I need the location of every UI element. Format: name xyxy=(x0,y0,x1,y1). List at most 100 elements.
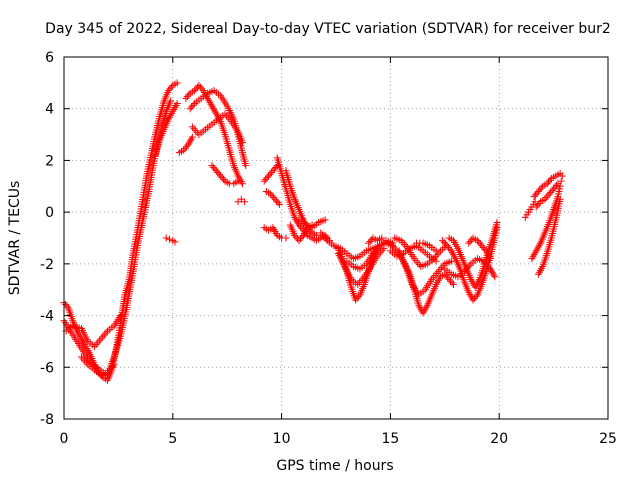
data-point xyxy=(189,101,197,109)
y-tick-label: -2 xyxy=(40,257,54,273)
data-point xyxy=(550,185,558,193)
plot-frame xyxy=(63,56,609,420)
data-point xyxy=(352,296,360,304)
x-axis-label: GPS time / hours xyxy=(276,458,393,474)
data-point xyxy=(217,172,225,180)
data-point xyxy=(295,237,303,245)
data-point xyxy=(546,176,554,184)
data-point xyxy=(321,216,329,224)
data-point xyxy=(195,81,203,89)
data-point xyxy=(269,167,277,175)
data-point xyxy=(354,293,362,301)
data-point xyxy=(214,168,222,176)
data-points xyxy=(60,79,566,384)
data-point xyxy=(491,273,499,281)
data-point xyxy=(471,294,479,302)
data-point xyxy=(534,201,542,209)
data-point xyxy=(542,193,550,201)
data-point xyxy=(211,165,219,173)
data-point xyxy=(220,175,228,183)
data-point xyxy=(481,245,489,253)
data-point xyxy=(61,300,69,308)
data-point xyxy=(465,239,473,247)
data-point xyxy=(296,235,304,243)
y-axis-label: SDTVAR / TECUs xyxy=(7,181,23,296)
data-point xyxy=(218,174,226,182)
y-tick-label: 6 xyxy=(45,50,54,66)
data-point xyxy=(440,238,448,246)
data-point xyxy=(209,163,217,171)
data-point xyxy=(530,193,538,201)
data-point xyxy=(242,162,250,170)
data-point xyxy=(296,223,304,231)
data-point xyxy=(432,257,440,265)
data-point xyxy=(215,170,223,178)
x-tick-label: 20 xyxy=(490,431,508,447)
y-tick-label: 4 xyxy=(45,102,54,118)
data-point xyxy=(183,93,191,101)
data-point xyxy=(537,184,545,192)
data-point xyxy=(110,361,118,369)
data-point xyxy=(260,177,268,185)
data-point xyxy=(450,281,458,289)
data-point xyxy=(173,79,181,87)
data-point xyxy=(162,234,170,242)
data-point xyxy=(553,181,561,189)
data-point xyxy=(443,242,451,250)
data-point xyxy=(188,133,196,141)
data-point xyxy=(469,296,477,304)
data-point xyxy=(270,165,278,173)
chart-title: Day 345 of 2022, Sidereal Day-to-day VTE… xyxy=(45,21,611,37)
data-point xyxy=(63,302,71,310)
data-point xyxy=(533,189,541,197)
x-tick-label: 0 xyxy=(60,431,69,447)
y-axis-ticks: -8 -6 -4 -2 0 2 4 6 xyxy=(40,50,608,428)
data-point xyxy=(380,244,388,252)
data-point xyxy=(171,238,179,246)
data-point xyxy=(365,239,373,247)
data-point xyxy=(444,274,452,282)
data-point xyxy=(551,183,559,191)
x-tick-label: 25 xyxy=(599,431,617,447)
x-axis-ticks: 0 5 10 15 20 25 xyxy=(60,57,617,447)
data-point xyxy=(268,192,276,200)
data-point xyxy=(186,105,194,113)
data-point xyxy=(466,237,474,245)
data-point xyxy=(265,172,273,180)
data-point xyxy=(196,83,204,91)
data-point xyxy=(271,195,279,203)
data-point xyxy=(545,190,553,198)
data-point xyxy=(447,257,455,265)
data-point xyxy=(166,235,174,243)
data-point xyxy=(166,85,174,93)
data-point xyxy=(266,170,274,178)
data-point xyxy=(241,198,249,206)
data-point xyxy=(182,94,190,102)
data-point xyxy=(274,199,282,207)
data-point xyxy=(536,186,544,194)
data-point xyxy=(439,237,447,245)
data-point xyxy=(181,144,189,152)
data-point xyxy=(262,175,270,183)
data-point xyxy=(275,200,283,208)
data-point xyxy=(442,240,450,248)
data-point xyxy=(486,255,494,263)
data-point xyxy=(267,168,275,176)
data-point xyxy=(534,187,542,195)
x-tick-label: 5 xyxy=(168,431,177,447)
data-point xyxy=(444,243,452,251)
data-point xyxy=(191,87,199,95)
data-point xyxy=(493,218,501,226)
data-point xyxy=(212,167,220,175)
data-point xyxy=(556,195,564,203)
data-point xyxy=(185,91,193,99)
y-tick-label: 2 xyxy=(45,153,54,169)
y-tick-label: -8 xyxy=(40,412,54,428)
data-point xyxy=(282,234,290,242)
data-point xyxy=(447,277,455,285)
data-point xyxy=(270,193,278,201)
data-point xyxy=(446,245,454,253)
data-point xyxy=(164,87,172,95)
data-point xyxy=(291,231,299,239)
